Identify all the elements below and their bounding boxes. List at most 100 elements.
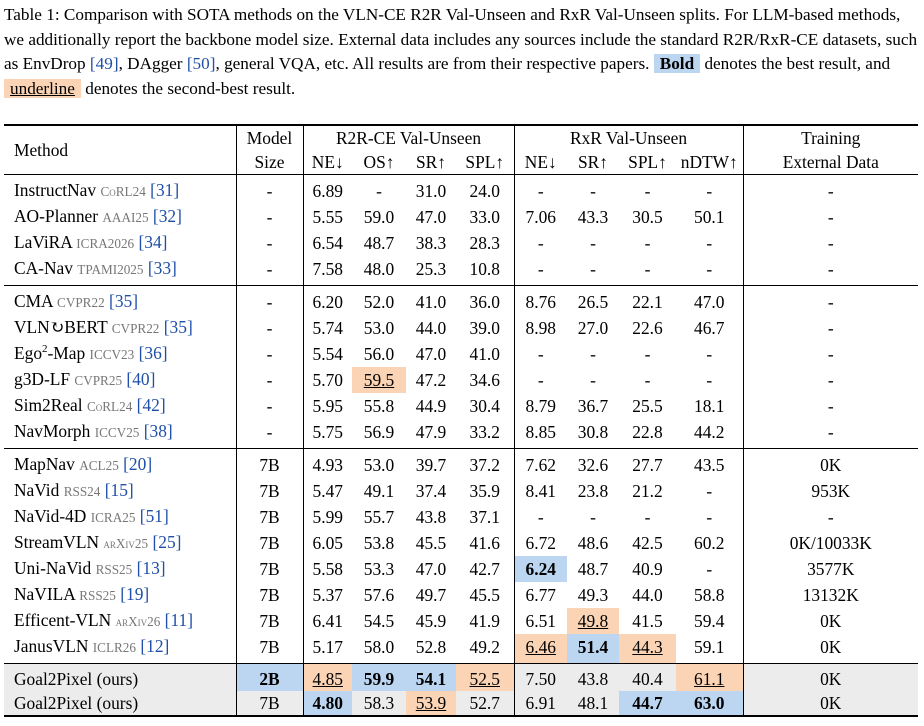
citation-link[interactable]: [11]: [164, 610, 193, 630]
metric-rxr-ne: 6.77: [525, 585, 556, 605]
metric-rxr-ndtw: -: [676, 341, 744, 367]
metric-rxr-spl: 25.5: [632, 396, 663, 416]
metric-rxr-ne: -: [537, 259, 544, 279]
citation-link[interactable]: [35]: [163, 317, 193, 337]
citation-link[interactable]: [13]: [136, 558, 166, 578]
header-model-size: Model: [236, 124, 304, 150]
table-row: MapNav ACL25 [20] 7B 4.93 53.0 39.7 37.2 7.62 3…: [4, 448, 918, 478]
metric-r2r-spl: 52.5: [456, 663, 515, 691]
citation-link[interactable]: [42]: [136, 395, 166, 415]
metric-rxr-spl: 40.9: [632, 559, 663, 579]
external-data-cell: 0K: [743, 663, 918, 691]
citation-link[interactable]: [15]: [104, 480, 134, 500]
method-name: Ego: [14, 343, 43, 363]
header-training: Training: [743, 124, 918, 150]
caption-text: denotes the best result, and: [700, 54, 891, 73]
metric-r2r-spl: 41.6: [456, 530, 515, 556]
metric-r2r-spl: 35.9: [456, 478, 515, 504]
metric-rxr-ndtw: 50.1: [676, 204, 744, 230]
table-row: AO-Planner AAAI25 [32] -5.55 59.0 47.0 33.0 7…: [4, 204, 918, 230]
method-name-cell: AO-Planner AAAI25 [32]: [4, 204, 237, 230]
citation-link[interactable]: [49]: [89, 54, 119, 73]
venue-tag: CoRL24: [86, 399, 133, 414]
external-data-cell: 13132K: [802, 585, 859, 605]
citation-link[interactable]: [35]: [109, 291, 139, 311]
metric-r2r-os: 59.0: [363, 207, 395, 227]
model-size-cell: 7B: [236, 608, 304, 634]
method-name: NaVILA: [14, 584, 75, 604]
metric-rxr-sr: 51.4: [567, 634, 619, 664]
metric-r2r-ne: 4.85: [303, 663, 352, 691]
metric-rxr-ne: 8.85: [525, 422, 556, 442]
model-size-cell: -: [236, 367, 304, 393]
method-name: Goal2Pixel (ours): [14, 669, 139, 689]
method-name: CA-Nav: [14, 258, 73, 278]
metric-r2r-os: 59.9: [352, 663, 406, 691]
external-data-cell: -: [827, 370, 834, 390]
metric-r2r-ne: 5.47: [312, 481, 343, 501]
metric-rxr-sr: -: [590, 259, 596, 279]
metric-r2r-spl: 45.5: [456, 582, 515, 608]
metric-r2r-ne: 5.54: [312, 344, 343, 364]
caption-text: , general VQA, etc. All results are from…: [215, 54, 654, 73]
external-data-cell: 0K/10033K: [789, 533, 872, 553]
citation-link[interactable]: [19]: [120, 584, 150, 604]
metric-r2r-ne: 5.37: [312, 585, 343, 605]
table-row: Efficent-VLN arXiv26 [11] 7B 6.41 54.5 45.9 4…: [4, 608, 918, 634]
metric-rxr-spl: 42.5: [632, 533, 663, 553]
citation-link[interactable]: [34]: [138, 232, 168, 252]
metric-rxr-ndtw: 60.2: [676, 530, 744, 556]
citation-link[interactable]: [38]: [143, 421, 173, 441]
metric-rxr-ndtw: -: [676, 504, 744, 530]
metric-rxr-ndtw: -: [676, 174, 744, 204]
table-row: JanusVLN ICLR26 [12] 7B 5.17 58.0 52.8 49.2 6.…: [4, 634, 918, 664]
metric-r2r-os: 56.0: [363, 344, 395, 364]
citation-link[interactable]: [31]: [150, 180, 180, 200]
metric-rxr-spl: -: [644, 233, 651, 253]
citation-link[interactable]: [12]: [140, 636, 170, 656]
table-row: NavMorph ICCV25 [38] -5.75 56.9 47.9 33.2 8.8…: [4, 419, 918, 449]
venue-tag: TPAMI2025: [77, 262, 144, 277]
external-data-cell: -: [827, 422, 834, 442]
metric-rxr-ndtw: -: [676, 478, 744, 504]
metric-rxr-sr: -: [590, 233, 596, 253]
metric-r2r-os: 52.0: [352, 285, 406, 315]
metric-rxr-ndtw: -: [676, 556, 744, 582]
metric-r2r-sr: 44.0: [415, 318, 447, 338]
method-name-cell: Efficent-VLN arXiv26 [11]: [4, 608, 237, 634]
metric-rxr-ndtw: -: [676, 230, 744, 256]
citation-link[interactable]: [20]: [123, 454, 153, 474]
citation-link[interactable]: [50]: [186, 54, 216, 73]
external-data-cell: 0K: [743, 691, 918, 717]
external-data-cell: -: [827, 207, 834, 227]
citation-link[interactable]: [32]: [152, 206, 182, 226]
citation-link[interactable]: [25]: [152, 532, 182, 552]
metric-r2r-spl: 37.1: [456, 504, 515, 530]
metric-rxr-ne: 8.76: [514, 285, 567, 315]
metric-rxr-sr: 48.6: [577, 533, 609, 553]
citation-link[interactable]: [36]: [138, 343, 168, 363]
model-size-cell: -: [236, 174, 304, 204]
citation-link[interactable]: [40]: [126, 369, 156, 389]
venue-tag: RSS25: [79, 588, 116, 603]
citation-link[interactable]: [51]: [139, 506, 169, 526]
method-name-cell: JanusVLN ICLR26 [12]: [4, 634, 237, 664]
metric-rxr-sr: 43.3: [577, 207, 609, 227]
venue-tag: arXiv25: [103, 536, 149, 551]
header-rxr-spl: SPL↑: [619, 150, 676, 175]
metric-rxr-sr: 36.7: [577, 396, 609, 416]
citation-link[interactable]: [33]: [147, 258, 177, 278]
metric-r2r-spl: 30.4: [456, 393, 515, 419]
metric-r2r-os: 55.8: [363, 396, 395, 416]
metric-rxr-spl: 44.0: [632, 585, 663, 605]
method-name: Uni-NaVid: [14, 558, 92, 578]
metric-rxr-ndtw: 46.7: [676, 315, 744, 341]
method-name: Efficent-VLN: [14, 610, 112, 630]
metric-r2r-sr: 49.7: [415, 585, 447, 605]
method-name-superscript: 2: [42, 343, 48, 356]
model-size-cell: 7B: [236, 530, 304, 556]
venue-tag: ACL25: [79, 458, 119, 473]
method-name-cell: NavMorph ICCV25 [38]: [4, 419, 237, 449]
model-size-cell: 7B: [236, 582, 304, 608]
metric-r2r-ne: 5.58: [312, 559, 343, 579]
